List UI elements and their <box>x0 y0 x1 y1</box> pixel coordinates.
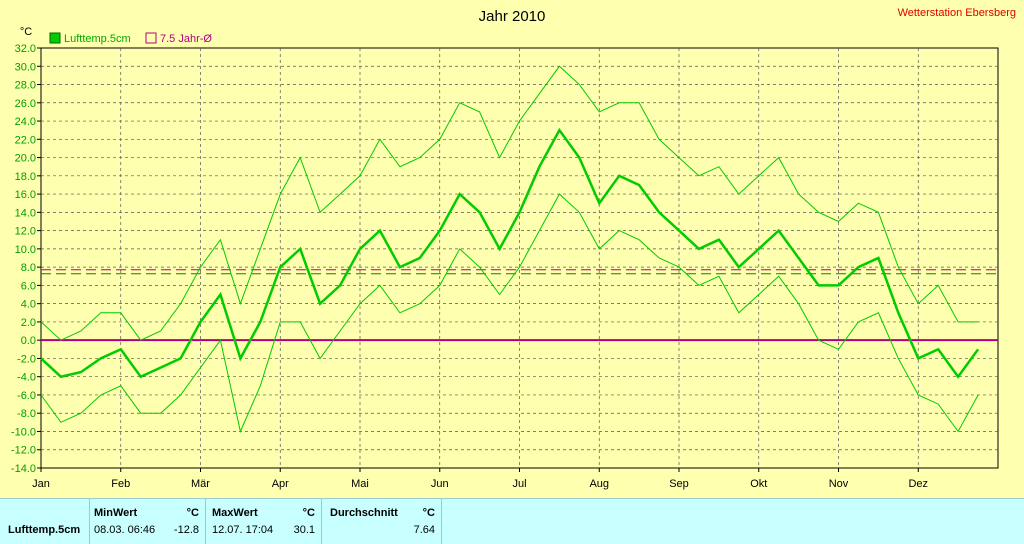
y-tick-label: 28.0 <box>15 80 36 92</box>
min-cell: MinWert °C 08.03. 06:46 -12.8 <box>90 499 206 544</box>
y-tick-label: 2.0 <box>21 317 36 329</box>
avg-value: 7.64 <box>413 524 435 536</box>
legend-label-avg: 7.5 Jahr-Ø <box>160 33 212 45</box>
x-tick-label: Mär <box>191 478 210 490</box>
x-tick-label: Dez <box>908 478 928 490</box>
y-tick-label: 32.0 <box>15 43 36 55</box>
max-value: 30.1 <box>293 524 315 536</box>
min-value: -12.8 <box>173 524 199 536</box>
x-tick-label: Feb <box>111 478 130 490</box>
temperature-chart: Jahr 2010 Wetterstation Ebersberg °C Luf… <box>11 7 1016 490</box>
x-tick-label: Jun <box>431 478 449 490</box>
y-tick-label: 24.0 <box>15 116 36 128</box>
min-header: MinWert <box>94 507 138 519</box>
x-tick-label: Sep <box>669 478 689 490</box>
x-tick-label: Aug <box>589 478 609 490</box>
stats-panel: Lufttemp.5cm MinWert °C 08.03. 06:46 -12… <box>0 498 1024 544</box>
series-min-line <box>40 193 979 434</box>
legend-swatch-temp <box>49 32 61 44</box>
y-tick-label: 14.0 <box>15 207 36 219</box>
y-tick-label: -4.0 <box>17 372 36 384</box>
y-tick-label: 18.0 <box>15 171 36 183</box>
max-cell: MaxWert °C 12.07. 17:04 30.1 <box>206 499 322 544</box>
legend-label-temp: Lufttemp.5cm <box>64 33 131 45</box>
chart-title: Jahr 2010 <box>479 8 546 25</box>
y-tick-label: 0.0 <box>21 335 36 347</box>
y-tick-label: -8.0 <box>17 408 36 420</box>
y-tick-label: -10.0 <box>11 426 36 438</box>
avg-unit: °C <box>422 507 435 519</box>
y-tick-label: 8.0 <box>21 262 36 274</box>
plot-area: 32.0 30.0 28.0 26.0 24.0 22.0 20.0 18.0 16.0 14.0… <box>11 43 999 490</box>
y-tick-label: 10.0 <box>15 244 36 256</box>
min-time: 08.03. 06:46 <box>94 524 156 536</box>
y-unit-label: °C <box>20 26 32 38</box>
x-tick-label: Jan <box>32 478 50 490</box>
avg-cell: Durchschnitt °C 7.64 <box>322 499 442 544</box>
y-tick-label: -6.0 <box>17 390 36 402</box>
stats-row-label-cell: Lufttemp.5cm <box>0 499 90 544</box>
y-tick-label: 22.0 <box>15 134 36 146</box>
max-unit: °C <box>302 507 315 519</box>
y-tick-label: 6.0 <box>21 280 36 292</box>
series-max-line <box>40 65 979 341</box>
series-mean-line <box>40 127 980 379</box>
y-tick-label: -2.0 <box>17 353 36 365</box>
y-tick-label: 26.0 <box>15 98 36 110</box>
y-tick-label: -12.0 <box>11 445 36 457</box>
x-tick-label: Nov <box>829 478 849 490</box>
y-tick-label: 30.0 <box>15 61 36 73</box>
legend-swatch-avg <box>145 32 157 44</box>
x-tick-label: Apr <box>272 478 289 490</box>
y-tick-label: 20.0 <box>15 153 36 165</box>
max-time: 12.07. 17:04 <box>212 524 274 536</box>
y-tick-label: 16.0 <box>15 189 36 201</box>
stats-row-label: Lufttemp.5cm <box>8 524 81 536</box>
x-tick-label: Mai <box>351 478 369 490</box>
y-tick-label: 12.0 <box>15 226 36 238</box>
x-tick-label: Okt <box>750 478 767 490</box>
avg-header: Durchschnitt <box>330 507 398 519</box>
x-tick-label: Jul <box>512 478 526 490</box>
y-tick-label: -14.0 <box>11 463 36 475</box>
y-tick-label: 4.0 <box>21 299 36 311</box>
station-name: Wetterstation Ebersberg <box>898 7 1016 19</box>
max-header: MaxWert <box>212 507 258 519</box>
legend: Lufttemp.5cm 7.5 Jahr-Ø <box>49 32 212 45</box>
min-unit: °C <box>186 507 199 519</box>
